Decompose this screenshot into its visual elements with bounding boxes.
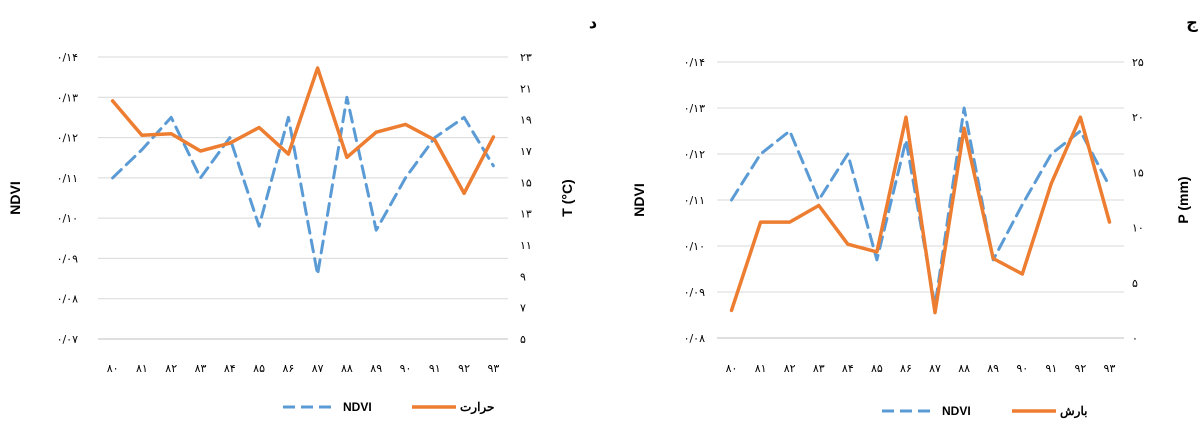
y-left-tick-label: ۰/۱۱ (684, 194, 705, 207)
x-tick-label: ۸۰ (107, 362, 119, 375)
x-tick-label: ۸۲ (165, 362, 177, 375)
x-tick-label: ۸۲ (784, 362, 796, 375)
x-tick-label: ۹۲ (1074, 362, 1086, 375)
x-tick-label: ۸۳ (813, 362, 825, 375)
y-right-tick-label: ۲۱ (520, 82, 532, 95)
x-tick-label: ۸۳ (195, 362, 207, 375)
y-right-tick-label: ۱۷ (520, 145, 532, 158)
x-tick-label: ۸۱ (136, 362, 148, 375)
y-left-tick-label: ۰/۰۸ (684, 332, 706, 345)
y-left-tick-label: ۰/۱۳ (684, 102, 706, 115)
y-left-tick-label: ۰/۱۴ (684, 56, 706, 69)
y-right-tick-label: ۱۰ (1132, 222, 1144, 235)
x-tick-label: ۸۶ (282, 362, 294, 375)
y-left-axis-title: NDVI (7, 181, 23, 214)
y-right-tick-label: ۱۵ (1132, 166, 1144, 179)
y-right-tick-label: ۰ (1132, 332, 1138, 345)
chart-panel-precipitation: ۰/۰۸ ۰/۰۹ ۰/۱۰ ۰/۱۱ ۰/۱۲ ۰/۱۳ ۰/۱۴ ۰ ۵ ۱۰ ۱۵ ۲۰ ۲۵ ۸۰… (631, 13, 1198, 419)
legend-label-ndvi: NDVI (343, 400, 372, 414)
legend-label-ndvi: NDVI (942, 404, 971, 418)
x-tick-label: ۸۷ (929, 362, 941, 375)
x-tick-label: ۹۱ (1045, 362, 1057, 375)
series-line-climate (729, 115, 1112, 315)
x-tick-label: ۸۸ (341, 362, 353, 375)
y-right-tick-label: ۵ (1132, 277, 1138, 290)
y-right-tick-label: ۲۰ (1132, 111, 1144, 124)
x-tick-label: ۸۵ (253, 362, 265, 375)
y-left-tick-label: ۰/۰۹ (684, 286, 706, 299)
y-right-tick-label: ۱۹ (520, 114, 532, 127)
x-tick-label: ۹۰ (1016, 362, 1028, 375)
y-right-tick-label: ۹ (520, 270, 526, 283)
x-tick-label: ۸۷ (312, 362, 324, 375)
y-left-tick-label: ۰/۱۲ (57, 132, 79, 145)
x-tick-label: ۹۲ (458, 362, 470, 375)
chart-panel-temperature: ۰/۰۷ ۰/۰۸ ۰/۰۹ ۰/۱۰ ۰/۱۱ ۰/۱۲ ۰/۱۳ ۰/۱۴ ۵ ۷ ۹ ۱۱ ۱۳ ۱… (7, 13, 597, 415)
y-right-tick-label: ۱۳ (520, 208, 532, 221)
y-right-axis-title: T (°C) (559, 179, 575, 216)
y-left-tick-label: ۰/۰۸ (57, 293, 79, 306)
legend-label-climate: حرارت (460, 400, 494, 415)
x-tick-label: ۸۸ (958, 362, 970, 375)
series-line-climate (110, 66, 496, 196)
y-right-tick-label: ۲۳ (520, 51, 532, 64)
x-tick-label: ۸۶ (900, 362, 912, 375)
x-tick-label: ۹۱ (429, 362, 441, 375)
x-tick-label: ۸۱ (755, 362, 767, 375)
y-left-tick-label: ۰/۱۰ (57, 212, 78, 225)
y-left-tick-label: ۰/۱۰ (684, 240, 705, 253)
y-left-tick-label: ۰/۱۱ (57, 172, 78, 185)
y-left-axis-title: NDVI (631, 183, 647, 216)
y-right-axis-title: P (mm) (1175, 176, 1191, 223)
x-tick-label: ۹۳ (1104, 362, 1116, 375)
x-tick-label: ۸۴ (842, 362, 854, 375)
series-line-ndvi (111, 95, 495, 276)
y-left-tick-label: ۰/۰۹ (57, 252, 79, 265)
y-right-tick-label: ۵ (520, 333, 526, 346)
y-left-tick-label: ۰/۰۷ (57, 333, 79, 346)
y-right-tick-label: ۲۵ (1132, 56, 1144, 69)
x-tick-label: ۸۹ (370, 362, 382, 375)
panel-label: ج (1186, 13, 1198, 32)
y-left-tick-label: ۰/۱۲ (684, 148, 706, 161)
y-right-tick-label: ۱۱ (520, 239, 532, 252)
y-left-tick-label: ۰/۱۴ (57, 51, 79, 64)
x-tick-label: ۸۴ (224, 362, 236, 375)
x-tick-label: ۸۹ (987, 362, 999, 375)
x-tick-label: ۸۵ (871, 362, 883, 375)
panel-label: د (589, 13, 597, 32)
legend-label-climate: بارش (1060, 404, 1087, 419)
x-tick-label: ۹۳ (487, 362, 499, 375)
x-tick-label: ۸۰ (726, 362, 738, 375)
y-right-tick-label: ۷ (520, 302, 526, 315)
y-right-tick-label: ۱۵ (520, 176, 532, 189)
y-left-tick-label: ۰/۱۳ (57, 91, 79, 104)
x-tick-label: ۹۰ (400, 362, 412, 375)
